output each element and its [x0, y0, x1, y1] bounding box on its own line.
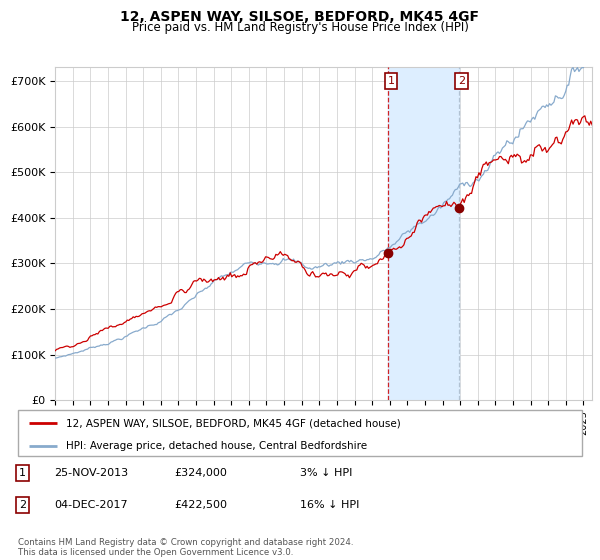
Text: 1: 1 [388, 76, 394, 86]
Text: 2: 2 [19, 500, 26, 510]
Text: 12, ASPEN WAY, SILSOE, BEDFORD, MK45 4GF (detached house): 12, ASPEN WAY, SILSOE, BEDFORD, MK45 4GF… [66, 418, 401, 428]
Text: 1: 1 [19, 468, 26, 478]
Bar [388, 67, 458, 400]
Text: 04-DEC-2017: 04-DEC-2017 [54, 500, 128, 510]
Text: £422,500: £422,500 [174, 500, 227, 510]
Text: Contains HM Land Registry data © Crown copyright and database right 2024.
This d: Contains HM Land Registry data © Crown c… [18, 538, 353, 557]
Text: 12, ASPEN WAY, SILSOE, BEDFORD, MK45 4GF: 12, ASPEN WAY, SILSOE, BEDFORD, MK45 4GF [121, 10, 479, 24]
FancyBboxPatch shape [18, 410, 582, 456]
Text: 3% ↓ HPI: 3% ↓ HPI [300, 468, 352, 478]
Text: Price paid vs. HM Land Registry's House Price Index (HPI): Price paid vs. HM Land Registry's House … [131, 21, 469, 34]
Text: £324,000: £324,000 [174, 468, 227, 478]
Text: 2: 2 [458, 76, 465, 86]
Text: 16% ↓ HPI: 16% ↓ HPI [300, 500, 359, 510]
Text: HPI: Average price, detached house, Central Bedfordshire: HPI: Average price, detached house, Cent… [66, 441, 367, 451]
Text: 25-NOV-2013: 25-NOV-2013 [54, 468, 128, 478]
